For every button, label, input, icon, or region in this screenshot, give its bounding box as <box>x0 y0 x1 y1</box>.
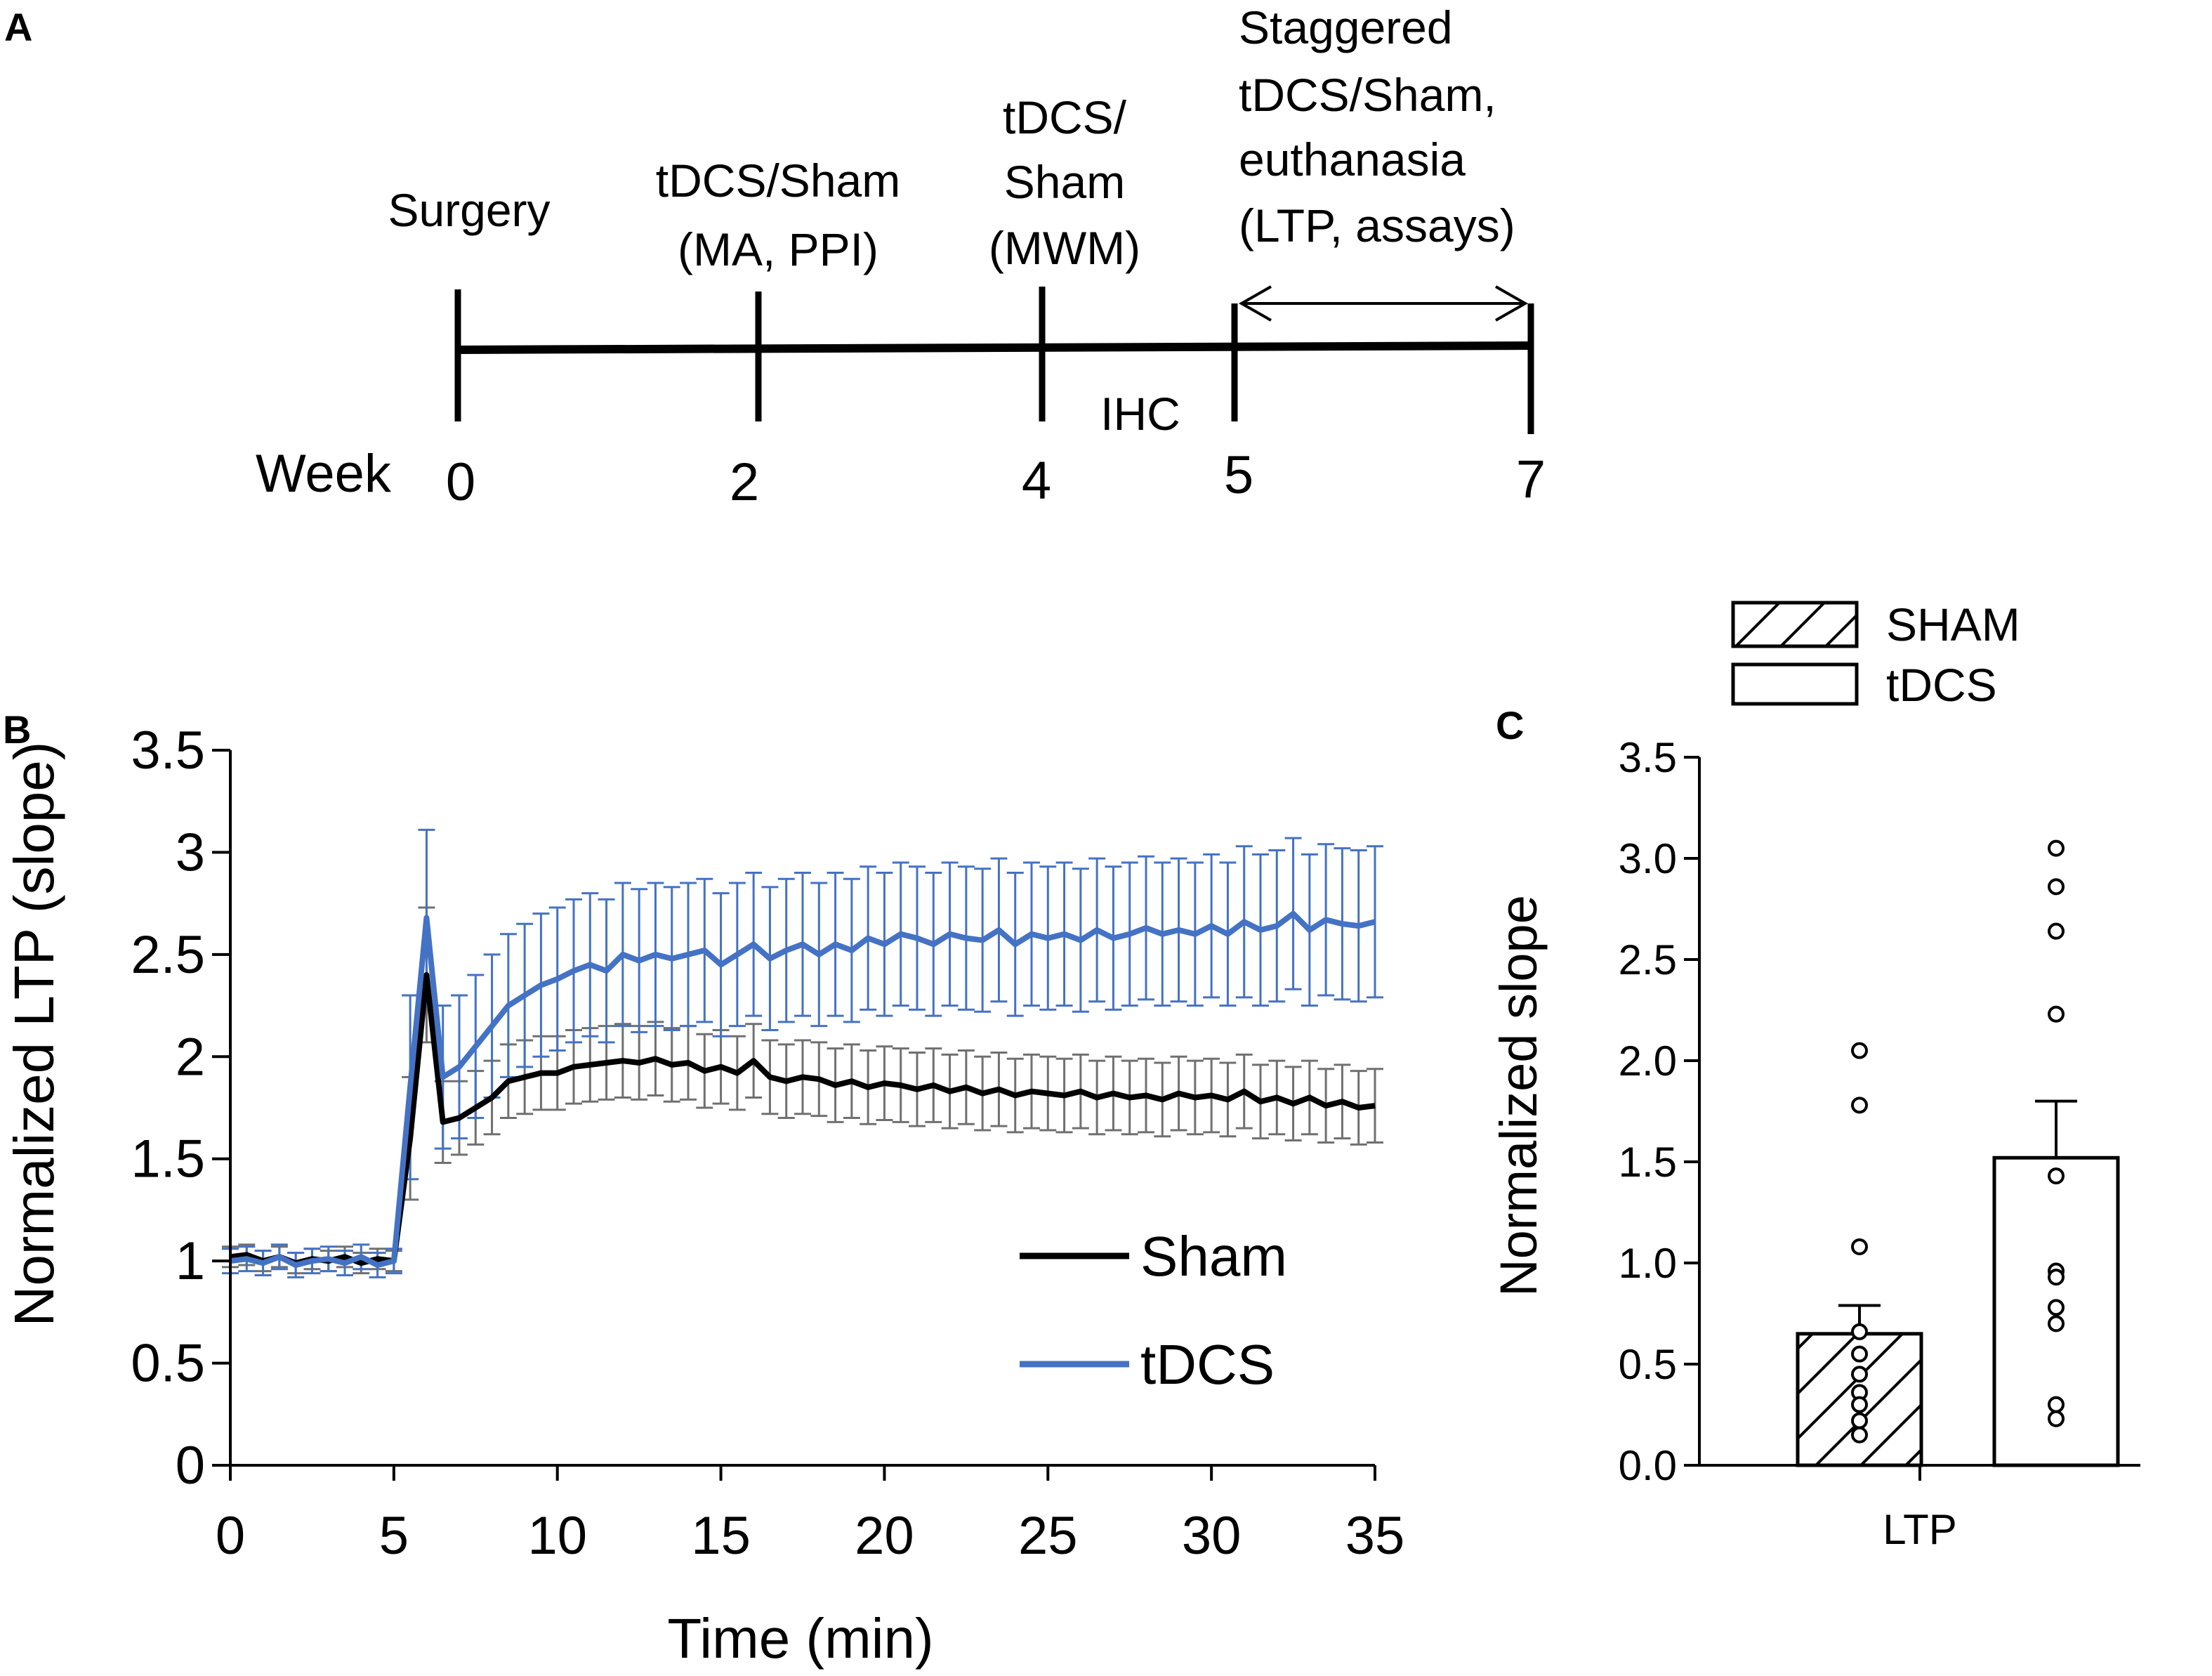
legend-tdcs-bar-label: tDCS <box>1886 659 1997 711</box>
chart-b-y-tick-label: 2.5 <box>131 925 205 985</box>
chart-c-y-tick-label: 0.0 <box>1619 1442 1677 1489</box>
tdcs-data-point <box>2048 922 2065 940</box>
week-number-4: 4 <box>1022 451 1051 511</box>
event-week5-label-4: (LTP, assays) <box>1239 199 1515 251</box>
chart-c-y-tick-label: 1.5 <box>1619 1139 1677 1186</box>
event-week5-label-1: Staggered <box>1239 1 1453 53</box>
chart-b-y-tick-label: 0 <box>176 1436 205 1495</box>
sham-data-point <box>1851 1096 1868 1114</box>
event-week4-label-1: tDCS/ <box>1003 91 1127 143</box>
chart-b-x-tick-label: 30 <box>1182 1506 1242 1566</box>
tdcs-data-point <box>2048 1005 2065 1023</box>
chart-c-category-label: LTP <box>1883 1506 1957 1553</box>
chart-b-x-tick-label: 35 <box>1345 1506 1405 1566</box>
chart-b-x-axis-title: Time (min) <box>667 1607 933 1670</box>
week-number-5: 5 <box>1224 445 1253 505</box>
event-week2-label-1: tDCS/Sham <box>656 155 900 207</box>
panel-c-label: C <box>1496 703 1524 747</box>
sham-bar <box>1796 1332 1923 1467</box>
sham-data-point <box>1851 1366 1868 1383</box>
tdcs-bar <box>1992 1155 2120 1467</box>
chart-b-y-tick-label: 0.5 <box>131 1334 205 1394</box>
arrow-head-left <box>1238 285 1272 322</box>
sham-data-point <box>1851 1384 1868 1401</box>
chart-c-y-tick-label: 3.0 <box>1619 835 1677 882</box>
sham-data-point <box>1851 1426 1868 1443</box>
chart-b-x-tick-label: 10 <box>527 1506 587 1566</box>
week-number-7: 7 <box>1516 450 1546 509</box>
chart-c-y-tick-label: 2.0 <box>1619 1037 1677 1085</box>
tdcs-data-point <box>2048 1315 2065 1333</box>
event-week5-label-2: tDCS/Sham, <box>1239 69 1496 121</box>
chart-b-y-tick-label: 3.5 <box>131 721 205 780</box>
sham-data-point <box>1851 1042 1868 1059</box>
chart-c-y-tick-label: 1.0 <box>1619 1240 1677 1287</box>
chart-b-y-axis-title: Normalized LTP (slope) <box>3 742 65 1327</box>
arrow-head-right <box>1495 285 1529 322</box>
legend-sham-bar-label: SHAM <box>1886 598 2020 650</box>
timeline-axis <box>456 341 1532 354</box>
chart-c-y-tick-label: 2.5 <box>1619 936 1677 983</box>
tdcs-data-point <box>2048 1262 2065 1280</box>
tdcs-data-point <box>2048 1410 2065 1427</box>
between-label-ihc: IHC <box>1100 388 1180 440</box>
tdcs-data-point <box>2048 839 2065 857</box>
chart-b-x-tick-label: 0 <box>216 1506 245 1566</box>
chart-c-y-tick-label: 3.5 <box>1619 734 1677 781</box>
sham-series-line <box>230 971 1376 1266</box>
tdcs-data-point <box>2048 1167 2065 1185</box>
panel-b-label: B <box>3 707 31 752</box>
panel-a-label: A <box>4 5 32 49</box>
legend-tdcs-label: tDCS <box>1140 1333 1275 1396</box>
event-week4-label-2: Sham <box>1004 156 1125 208</box>
sham-data-point <box>1851 1412 1868 1429</box>
tdcs-series-line <box>230 910 1376 1268</box>
chart-b-x-tick-label: 20 <box>855 1506 914 1566</box>
week-number-0: 0 <box>446 452 475 512</box>
timeline-panel: A Surgery tDCS/Sham (MA, PPI) tDCS/ Sham… <box>4 1 1546 512</box>
legend-sham-label: Sham <box>1140 1225 1287 1288</box>
sham-data-point <box>1851 1345 1868 1363</box>
event-week5-label-3: euthanasia <box>1239 133 1466 185</box>
chart-b-y-tick-label: 3 <box>176 823 205 882</box>
tdcs-data-point <box>2048 1299 2065 1316</box>
legend-sham-hatched-swatch <box>1731 601 1859 648</box>
event-week4-label-3: (MWM) <box>989 222 1140 274</box>
tdcs-data-point <box>2048 1396 2065 1413</box>
tdcs-data-point <box>2048 878 2065 896</box>
chart-b-y-tick-label: 1 <box>176 1231 205 1291</box>
chart-b-y-tick-label: 2 <box>176 1027 205 1087</box>
sham-data-point <box>1851 1323 1868 1340</box>
sham-data-point <box>1851 1238 1868 1255</box>
chart-c-y-tick-label: 0.5 <box>1619 1341 1677 1388</box>
legend-tdcs-open-swatch <box>1731 662 1859 706</box>
chart-c-y-axis-title: Normalized slope <box>1489 895 1548 1297</box>
sham-data-point <box>1851 1396 1868 1413</box>
chart-b-x-tick-label: 5 <box>379 1506 409 1566</box>
tdcs-data-point <box>2048 1269 2065 1286</box>
week-number-2: 2 <box>730 452 759 512</box>
chart-b-x-tick-label: 15 <box>691 1506 751 1566</box>
chart-b-y-tick-label: 1.5 <box>131 1130 205 1189</box>
chart-b-x-tick-label: 25 <box>1018 1506 1078 1566</box>
event-week2-label-2: (MA, PPI) <box>678 223 878 275</box>
event-surgery-label: Surgery <box>388 184 550 236</box>
week-axis-label: Week <box>256 444 392 504</box>
